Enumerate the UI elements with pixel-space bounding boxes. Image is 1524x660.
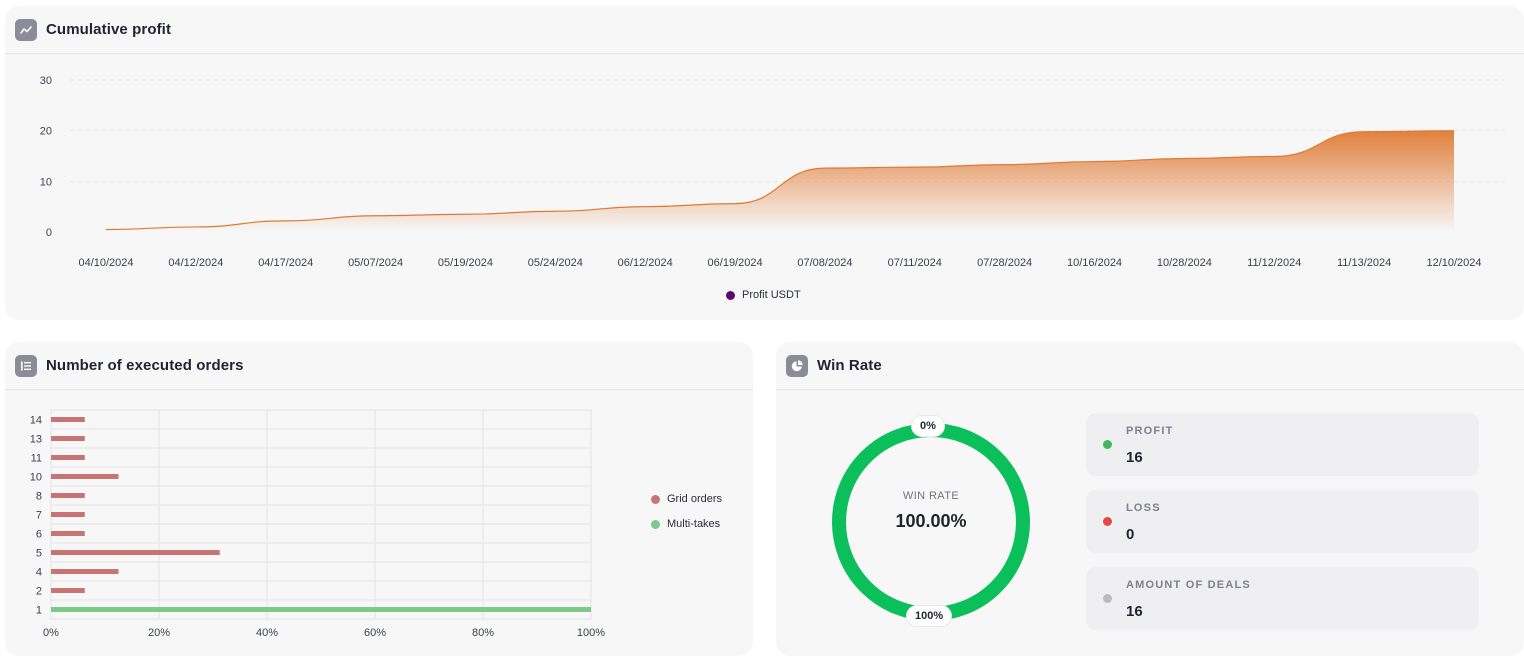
orders-y-tick: 10 bbox=[30, 472, 42, 484]
profit-line bbox=[105, 130, 1455, 231]
orders-y-tick: 14 bbox=[30, 415, 42, 427]
profit-y-tick: 0 bbox=[46, 227, 52, 239]
profit-x-tick: 07/28/2024 bbox=[977, 257, 1032, 269]
orders-x-tick: 60% bbox=[364, 627, 386, 639]
win-rate-header: Win Rate bbox=[776, 342, 1524, 390]
loss-stat-value: 0 bbox=[1126, 526, 1135, 543]
profit-x-tick: 12/10/2024 bbox=[1426, 257, 1481, 269]
orders-bar[interactable] bbox=[51, 474, 119, 479]
orders-y-tick: 7 bbox=[36, 510, 42, 522]
orders-bar[interactable] bbox=[51, 436, 85, 441]
win-rate-card: Win Rate WIN RATE 100.00% 0% 100% PROFIT… bbox=[776, 342, 1524, 656]
cumulative-profit-card: Cumulative profit 0 10 20 30 04/10/2024 04/1… bbox=[5, 6, 1524, 320]
win-rate-center-value: 100.00% bbox=[895, 511, 967, 531]
orders-bar[interactable] bbox=[51, 531, 85, 536]
profit-x-tick: 11/12/2024 bbox=[1247, 257, 1301, 269]
executed-orders-card: Number of executed orders 14 13 11 10 8 7 6 5 4 2… bbox=[5, 342, 753, 656]
orders-bar[interactable] bbox=[51, 512, 85, 517]
profit-y-tick: 20 bbox=[40, 126, 52, 138]
orders-y-tick: 4 bbox=[36, 567, 42, 579]
win-rate-center-label: WIN RATE bbox=[902, 490, 960, 502]
profit-x-tick: 04/17/2024 bbox=[258, 257, 313, 269]
executed-orders-chart: 14 13 11 10 8 7 6 5 4 2 1 0% 20% 40% 60% 80% 100% bbox=[30, 409, 605, 639]
orders-y-tick: 5 bbox=[36, 548, 42, 560]
orders-legend-item[interactable]: Grid orders bbox=[651, 493, 722, 505]
cumulative-profit-chart: 0 10 20 30 04/10/2024 04/12/2024 04/17/2024 05… bbox=[40, 75, 1505, 269]
orders-bar[interactable] bbox=[51, 588, 85, 593]
orders-x-tick: 0% bbox=[43, 627, 59, 639]
loss-stat-dot bbox=[1103, 517, 1112, 526]
profit-x-tick: 05/07/2024 bbox=[348, 257, 403, 269]
profit-stat-dot bbox=[1103, 440, 1112, 449]
profit-x-tick: 05/24/2024 bbox=[528, 257, 583, 269]
list-icon bbox=[15, 354, 37, 377]
loss-stat-label: LOSS bbox=[1126, 502, 1161, 514]
win-rate-bottom-pill: 100% bbox=[907, 606, 952, 626]
profit-x-tick: 10/28/2024 bbox=[1157, 257, 1212, 269]
profit-area bbox=[106, 130, 1454, 232]
deals-stat-label: AMOUNT OF DEALS bbox=[1126, 579, 1251, 591]
profit-x-tick: 07/11/2024 bbox=[888, 257, 942, 269]
executed-orders-header: Number of executed orders bbox=[5, 342, 753, 390]
orders-x-tick: 100% bbox=[577, 627, 605, 639]
orders-plot-frame bbox=[50, 409, 592, 620]
profit-x-tick: 11/13/2024 bbox=[1337, 257, 1391, 269]
executed-orders-title: Number of executed orders bbox=[46, 357, 244, 374]
line-chart-icon bbox=[15, 18, 37, 41]
orders-bar[interactable] bbox=[51, 455, 85, 460]
orders-x-tick: 80% bbox=[472, 627, 494, 639]
win-rate-top-pill: 0% bbox=[912, 416, 944, 436]
profit-x-tick: 07/08/2024 bbox=[797, 257, 852, 269]
pie-chart-icon bbox=[786, 354, 808, 377]
profit-stat-label: PROFIT bbox=[1126, 425, 1174, 437]
profit-x-tick: 04/10/2024 bbox=[78, 257, 133, 269]
loss-stat: LOSS 0 bbox=[1086, 490, 1479, 553]
orders-y-tick: 1 bbox=[36, 605, 42, 617]
profit-legend-label: Profit USDT bbox=[742, 289, 801, 301]
orders-y-tick: 8 bbox=[36, 491, 42, 503]
win-rate-title: Win Rate bbox=[817, 357, 882, 374]
orders-legend-dot bbox=[651, 519, 660, 529]
profit-y-tick: 30 bbox=[40, 75, 52, 87]
orders-y-tick: 2 bbox=[36, 586, 42, 598]
profit-x-tick: 10/16/2024 bbox=[1067, 257, 1122, 269]
orders-bar[interactable] bbox=[51, 569, 119, 574]
profit-x-tick: 06/19/2024 bbox=[708, 257, 763, 269]
orders-bar[interactable] bbox=[51, 417, 85, 422]
orders-legend-label: Grid orders bbox=[667, 493, 723, 505]
orders-y-tick: 13 bbox=[30, 434, 42, 446]
profit-y-tick: 10 bbox=[40, 176, 52, 188]
cumulative-profit-header: Cumulative profit bbox=[5, 6, 1524, 54]
deals-stat: AMOUNT OF DEALS 16 bbox=[1086, 567, 1479, 630]
profit-x-tick: 05/19/2024 bbox=[438, 257, 493, 269]
profit-x-tick: 06/12/2024 bbox=[618, 257, 673, 269]
orders-legend-dot bbox=[651, 494, 660, 504]
orders-legend-label: Multi-takes bbox=[667, 518, 721, 530]
cumulative-profit-title: Cumulative profit bbox=[46, 21, 172, 38]
orders-bar[interactable] bbox=[51, 607, 591, 612]
profit-x-tick: 04/12/2024 bbox=[168, 257, 223, 269]
orders-x-tick: 40% bbox=[256, 627, 278, 639]
deals-stat-value: 16 bbox=[1126, 603, 1143, 620]
profit-legend-item[interactable]: Profit USDT bbox=[726, 289, 801, 301]
deals-stat-dot bbox=[1103, 594, 1112, 603]
orders-y-tick: 11 bbox=[31, 453, 42, 465]
orders-bar[interactable] bbox=[51, 550, 220, 555]
profit-stat-value: 16 bbox=[1126, 449, 1143, 466]
orders-x-tick: 20% bbox=[148, 627, 170, 639]
orders-legend-item[interactable]: Multi-takes bbox=[651, 518, 720, 530]
orders-bar[interactable] bbox=[51, 493, 85, 498]
profit-stat: PROFIT 16 bbox=[1086, 413, 1479, 476]
orders-y-tick: 6 bbox=[36, 529, 42, 541]
profit-legend-dot bbox=[726, 290, 735, 300]
